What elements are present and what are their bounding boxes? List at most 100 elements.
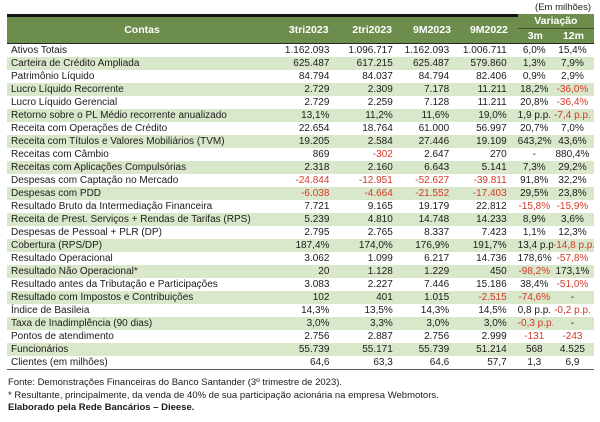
cell-3tri2023: -24.844 (295, 175, 330, 186)
cell-9m2023: 176,9% (403, 239, 461, 252)
cell-9m2022: 11.211 (477, 97, 507, 108)
cell-9m2022: 14.736 (476, 253, 507, 264)
source-note: Fonte: Demonstrações Financeiras do Banc… (8, 377, 343, 388)
table-row: Receitas com Câmbio 869 -302 2.647 270 - 880,4… (7, 148, 594, 161)
cell-2tri2023: 4.810 (340, 213, 404, 226)
cell-var-12m: - (552, 291, 594, 304)
cell-var-12m: -57,8% (556, 253, 589, 264)
col-header-12m: 12m (552, 29, 594, 44)
cell-var-3m: 7,3% (517, 161, 553, 174)
cell-3tri2023: 14,3% (301, 305, 330, 316)
cell-2tri2023: 13,5% (364, 305, 393, 316)
row-label: Resultado antes da Tributação e Particip… (11, 279, 218, 290)
row-label: Índice de Basileia (11, 305, 90, 316)
cell-var-12m: 12,3% (558, 227, 587, 238)
cell-var-12m: 43,6% (552, 135, 594, 148)
col-header-variacao: Variação (517, 14, 594, 29)
cell-var-3m: 0,9% (522, 71, 546, 82)
table-body: Ativos Totais 1.162.093 1.096.717 1.162.093… (7, 44, 594, 370)
table-row: Receita com Títulos e Valores Mobiliário… (7, 135, 594, 148)
cell-var-12m: -51,0% (556, 279, 589, 290)
cell-var-3m: 1,1% (522, 227, 546, 238)
table-row: Lucro Líquido Recorrente 2.729 2.309 7.178 1… (7, 83, 594, 96)
cell-var-3m: 91,8% (520, 175, 549, 186)
row-label: Receita com Operações de Crédito (11, 123, 168, 134)
cell-3tri2023: 869 (312, 149, 330, 160)
cell-2tri2023: 401 (340, 291, 404, 304)
cell-3tri2023: 2.729 (277, 83, 341, 96)
row-label: Ativos Totais (11, 45, 67, 56)
cell-var-12m: 173,1% (552, 265, 594, 278)
cell-3tri2023: -6.038 (277, 187, 341, 200)
table-row: Resultado antes da Tributação e Particip… (7, 278, 594, 291)
header-subrow: 3m 12m (7, 29, 594, 44)
row-label: Resultado com Impostos e Contribuições (7, 291, 278, 304)
table-row: Taxa de Inadimplência (90 dias) 3,0% 3,3% 3… (7, 317, 594, 330)
table-row: Receita de Prest. Serviços + Rendas de T… (7, 213, 594, 226)
cell-var-3m: 568 (517, 343, 553, 356)
cell-2tri2023: 55.171 (340, 343, 404, 356)
table-row: Cobertura (RPS/DP) 187,4% 174,0% 176,9% 191,… (7, 239, 594, 252)
table-row: Despesas de Pessoal + PLR (DP) 2.795 2.765… (7, 226, 594, 239)
cell-var-12m: 7,9% (552, 57, 594, 70)
cell-var-12m: -14,8 p.p. (552, 239, 594, 252)
cell-2tri2023: 2.765 (367, 227, 393, 238)
cell-var-3m: -0,3 p.p. (517, 317, 553, 330)
cell-var-12m: -0,2 p.p. (554, 305, 591, 316)
cell-9m2023: 1.015 (403, 291, 461, 304)
cell-9m2023: 84.794 (418, 71, 450, 82)
col-header-9m2022: 9M2022 (460, 14, 518, 44)
table-row: Resultado Não Operacional* 20 1.128 1.229 45… (7, 265, 594, 278)
cell-9m2022: 14,5% (478, 305, 507, 316)
row-label: Receita com Títulos e Valores Mobiliário… (7, 135, 278, 148)
cell-9m2022: 7.423 (481, 227, 507, 238)
cell-3tri2023: 3,0% (277, 317, 341, 330)
table-row: Resultado Operacional 3.062 1.099 6.217 14.7… (7, 252, 594, 265)
cell-var-3m: 1,3% (517, 57, 553, 70)
cell-9m2023: 7.128 (424, 97, 450, 108)
cell-var-12m: 880,4% (555, 149, 590, 160)
cell-9m2023: 1.229 (403, 265, 461, 278)
cell-var-12m: 15,4% (558, 45, 587, 56)
row-label: Receita de Prest. Serviços + Rendas de T… (7, 213, 278, 226)
cell-var-3m: 178,6% (517, 253, 552, 264)
cell-9m2022: 579.860 (460, 57, 518, 70)
row-label: Taxa de Inadimplência (90 dias) (7, 317, 278, 330)
row-label: Receitas com Câmbio (11, 149, 109, 160)
cell-3tri2023: 2.729 (304, 97, 330, 108)
cell-var-3m: -15,8% (518, 201, 551, 212)
cell-2tri2023: 2.309 (340, 83, 404, 96)
col-header-9m2023: 9M2023 (403, 14, 461, 44)
cell-var-3m: 8,9% (517, 213, 553, 226)
cell-var-3m: 18,2% (517, 83, 553, 96)
cell-9m2022: 5.141 (460, 161, 518, 174)
cell-9m2022: 3,0% (460, 317, 518, 330)
table-row: Patrimônio Líquido 84.794 84.037 84.794 82.4… (7, 70, 594, 83)
col-header-3tri2023: 3tri2023 (277, 14, 341, 44)
cell-9m2022: 1.006.711 (462, 45, 507, 56)
cell-3tri2023: 3.062 (304, 253, 330, 264)
cell-3tri2023: 22.654 (298, 123, 330, 134)
cell-9m2022: -17.403 (460, 187, 518, 200)
cell-9m2023: 19.179 (418, 201, 450, 212)
cell-var-12m: - (552, 317, 594, 330)
cell-3tri2023: 20 (277, 265, 341, 278)
table-row: Ativos Totais 1.162.093 1.096.717 1.162.093… (7, 44, 594, 57)
cell-9m2023: 6.217 (424, 253, 450, 264)
row-label: Cobertura (RPS/DP) (7, 239, 278, 252)
cell-2tri2023: 1.099 (367, 253, 393, 264)
table-row: Resultado com Impostos e Contribuições 10… (7, 291, 594, 304)
cell-2tri2023: 2.227 (367, 279, 393, 290)
cell-9m2023: 55.739 (403, 343, 461, 356)
cell-2tri2023: 1.096.717 (348, 45, 393, 56)
cell-9m2023: 27.446 (403, 135, 461, 148)
cell-2tri2023: 84.037 (362, 71, 393, 82)
cell-9m2023: 7.178 (403, 83, 461, 96)
cell-3tri2023: 3.083 (304, 279, 330, 290)
cell-var-3m: 20,8% (520, 97, 549, 108)
cell-2tri2023: 2.259 (367, 97, 393, 108)
col-header-3m: 3m (517, 29, 553, 44)
cell-9m2022: 270 (489, 149, 507, 160)
cell-var-12m: -15,9% (556, 201, 589, 212)
